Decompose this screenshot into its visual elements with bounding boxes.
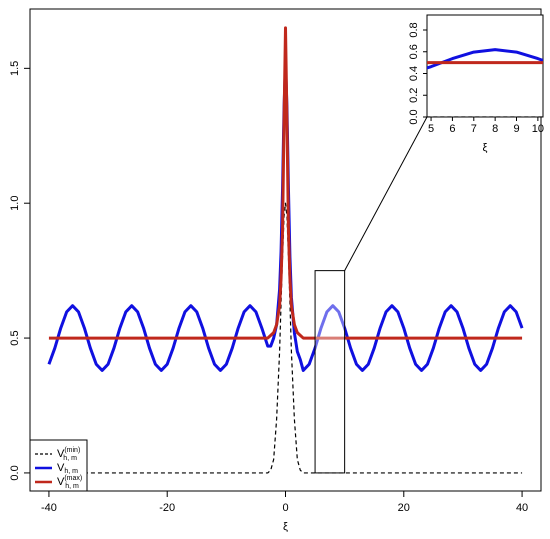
inset-x-tick-label: 9 xyxy=(513,123,519,135)
inset-y-tick-label: 0.2 xyxy=(408,88,420,103)
series-line xyxy=(48,202,523,474)
legend-superscript: (min) xyxy=(64,447,80,454)
y-tick-label: 1.5 xyxy=(9,61,21,76)
inset-x-tick-label: 7 xyxy=(471,123,477,135)
legend-name: V xyxy=(57,462,65,474)
x-axis-label: ξ xyxy=(283,521,288,533)
series-group xyxy=(47,26,524,474)
x-tick-label: -40 xyxy=(41,502,57,514)
legend-superscript: (max) xyxy=(64,475,82,482)
inset-y-tick-label: 0.4 xyxy=(408,66,420,81)
y-tick-label: 0.0 xyxy=(9,465,21,480)
inset: 5 6 7 8 9 10 0.0 0.2 0.4 0.6 0.8 ξ xyxy=(408,14,544,154)
legend-label: V(min) h, m xyxy=(57,447,80,462)
legend-label: Vh, m xyxy=(57,462,78,475)
legend-subscript: h, m xyxy=(64,468,78,475)
inset-x-tick-label: 5 xyxy=(428,123,434,135)
inset-x-tick-label: 10 xyxy=(532,123,544,135)
y-tick-label: 1.0 xyxy=(9,196,21,211)
zoom-connector xyxy=(344,116,428,271)
inset-x-label: ξ xyxy=(483,142,488,154)
inset-y-tick-label: 0.0 xyxy=(408,109,420,124)
x-tick-label: 0 xyxy=(282,502,288,514)
legend-name: V xyxy=(57,448,65,460)
inset-x-tick-label: 6 xyxy=(449,123,455,135)
legend-subscript: h, m xyxy=(63,455,77,462)
x-tick-label: 40 xyxy=(516,502,528,514)
legend-label: V(max) h, m xyxy=(57,475,82,490)
x-tick-label: -20 xyxy=(159,502,175,514)
inset-y-tick-label: 0.8 xyxy=(408,22,420,37)
series-line xyxy=(48,26,523,340)
x-tick-label: 20 xyxy=(398,502,410,514)
zoom-box xyxy=(314,270,346,474)
legend: V(min) h, mVh, mV(max) h, m xyxy=(29,439,88,492)
legend-subscript: h, m xyxy=(65,483,79,490)
legend-name: V xyxy=(57,476,65,488)
inset-background xyxy=(426,14,544,118)
inset-y-tick-label: 0.6 xyxy=(408,44,420,59)
y-tick-label: 0.5 xyxy=(9,330,21,345)
inset-x-tick-label: 8 xyxy=(492,123,498,135)
